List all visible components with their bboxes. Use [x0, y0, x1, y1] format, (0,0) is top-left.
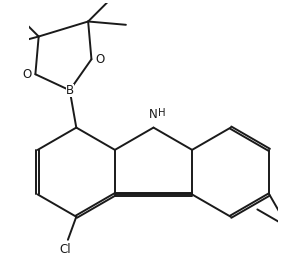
Text: O: O [95, 53, 104, 66]
Text: B: B [66, 84, 74, 97]
Text: O: O [22, 68, 32, 81]
Text: N: N [149, 108, 158, 121]
Text: Cl: Cl [60, 243, 72, 256]
Text: H: H [158, 108, 165, 118]
